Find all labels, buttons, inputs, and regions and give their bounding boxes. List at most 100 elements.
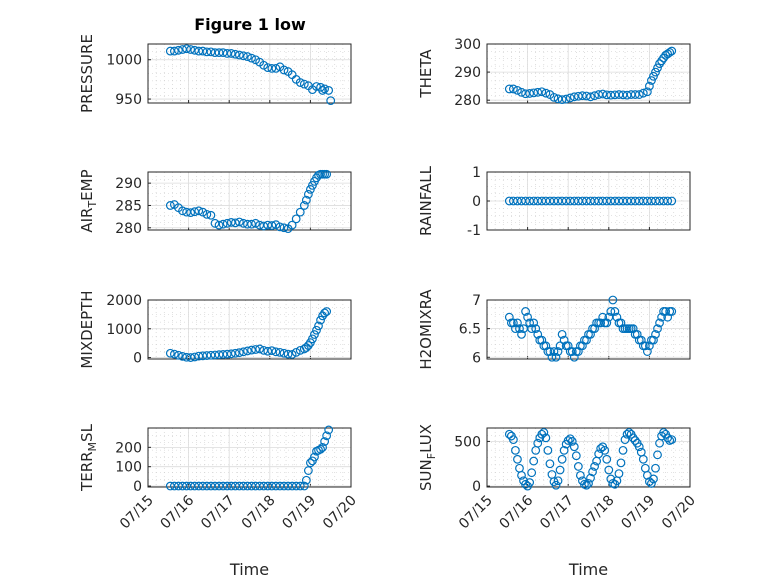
data-point [504, 312, 514, 322]
data-point [165, 348, 175, 358]
data-point [578, 91, 587, 101]
data-point [649, 335, 658, 345]
data-point [557, 95, 567, 105]
data-point [667, 307, 677, 316]
data-point [586, 92, 595, 102]
y-tick-label: 0 [472, 479, 481, 495]
data-point [667, 46, 677, 56]
data-point [663, 433, 673, 443]
data-point [582, 335, 591, 345]
data-point [539, 428, 549, 437]
data-point [651, 463, 660, 473]
data-point [655, 318, 664, 328]
data-point [606, 307, 616, 316]
data-point [267, 346, 277, 356]
data-point [590, 324, 599, 334]
data-point [312, 325, 321, 335]
series-markers [165, 425, 334, 491]
series-markers [504, 46, 677, 105]
data-point [303, 466, 313, 475]
data-point [559, 445, 569, 455]
data-point [226, 49, 236, 58]
y-axis-label: PRESSURE [78, 34, 96, 113]
data-point [525, 318, 535, 328]
data-point [590, 462, 599, 471]
data-point [169, 349, 179, 359]
data-point [590, 91, 599, 101]
data-point [630, 436, 640, 445]
data-point [239, 51, 248, 61]
data-point [596, 444, 606, 453]
data-point [612, 312, 622, 322]
data-point [529, 318, 539, 328]
data-point [279, 223, 289, 233]
data-point [316, 315, 325, 325]
data-point [247, 345, 256, 355]
data-point [525, 478, 535, 487]
data-point [533, 329, 543, 339]
data-point [620, 435, 630, 445]
data-point [178, 206, 187, 216]
x-tick-label: 07/19 [279, 493, 319, 533]
data-point [190, 352, 200, 362]
x-tick-label: 07/17 [198, 493, 238, 533]
data-point [573, 347, 583, 356]
data-point [638, 88, 648, 98]
data-point [642, 347, 652, 356]
data-point [563, 436, 573, 445]
data-point [567, 437, 577, 446]
data-point [194, 206, 204, 216]
data-point [202, 209, 212, 219]
subplot-p4: -1 0 1 RAINFALL [417, 165, 691, 239]
series-markers [504, 428, 677, 491]
data-point [210, 218, 220, 228]
subplot-p1: 950 1000 PRESSURE [78, 34, 352, 113]
data-point [517, 87, 526, 97]
data-point [320, 308, 330, 318]
series-markers [504, 196, 677, 206]
data-point [571, 451, 581, 461]
x-axis-label: Time [229, 560, 269, 579]
data-point [640, 341, 650, 351]
y-tick-label: 7 [472, 293, 481, 309]
data-point [267, 221, 277, 230]
data-point [667, 435, 677, 445]
data-point [545, 459, 555, 469]
data-point [657, 312, 666, 322]
data-point [602, 454, 612, 464]
data-point [582, 480, 591, 490]
data-point [310, 452, 319, 462]
data-point [239, 218, 248, 228]
data-point [537, 87, 547, 97]
data-point [618, 445, 628, 455]
data-point [596, 318, 606, 328]
data-point [275, 347, 285, 357]
data-point [645, 341, 654, 351]
data-point [586, 329, 595, 339]
y-tick-label: 0 [133, 479, 142, 495]
axes-border [486, 43, 691, 104]
data-point [186, 45, 196, 54]
data-point [218, 219, 228, 229]
subplot-p8: 0 500 SUNFLUX 07/15 07/16 07/17 07/18 07/19 07/2… [417, 424, 699, 579]
data-point [521, 479, 530, 489]
data-point [565, 93, 575, 103]
x-tick-label: 07/15 [117, 493, 157, 533]
data-point [655, 59, 664, 69]
subplot-p5: 0 1000 2000 MIXDEPTH [78, 290, 352, 369]
data-point [314, 321, 323, 331]
data-point [651, 67, 660, 77]
data-point [557, 329, 567, 339]
y-tick-label: 100 [115, 460, 142, 476]
y-tick-label: 290 [115, 176, 142, 192]
data-point [287, 349, 297, 359]
data-point [649, 474, 658, 484]
data-point [663, 312, 673, 322]
data-point [267, 63, 277, 73]
data-point [287, 220, 297, 230]
y-tick-label: 950 [115, 92, 142, 108]
data-point [243, 52, 252, 61]
data-point [239, 347, 248, 357]
data-point [567, 347, 577, 356]
data-point [322, 169, 332, 179]
